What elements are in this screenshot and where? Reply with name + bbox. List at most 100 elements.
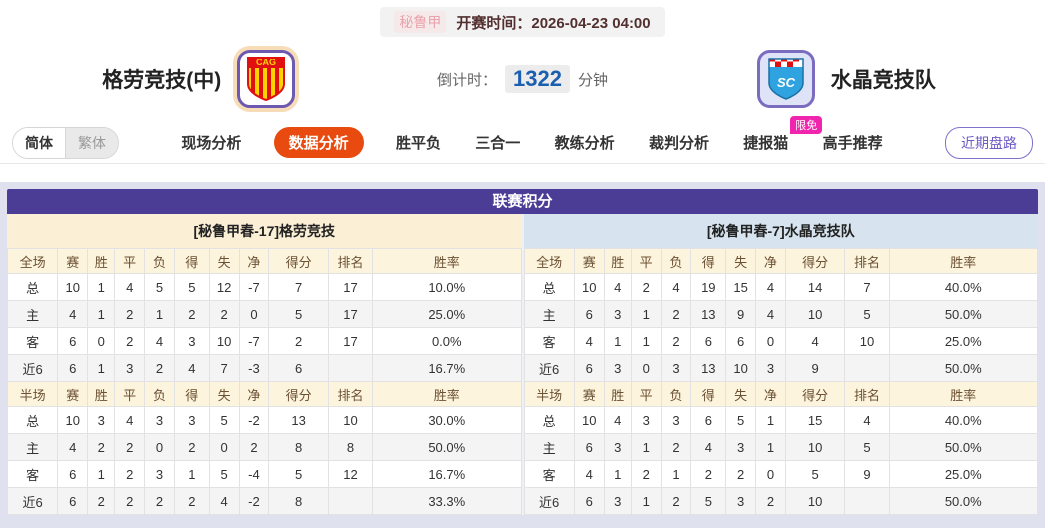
- stat-cell: 14: [784, 273, 846, 301]
- stat-cell: -7: [238, 273, 270, 301]
- stat-cell: 2: [173, 300, 210, 328]
- stat-cell: 6: [57, 460, 89, 488]
- stat-cell: 25.0%: [372, 300, 522, 328]
- stat-cell: 50.0%: [372, 433, 522, 461]
- stat-cell: 13: [690, 300, 727, 328]
- table-row: 近6 6 1 3 2 4 7 -3 6 16.7%: [6, 354, 522, 382]
- stat-cell: 5: [784, 460, 846, 488]
- stat-cell: 0: [755, 327, 786, 355]
- column-header: 全场: [6, 248, 59, 274]
- stat-cell: 4: [784, 327, 846, 355]
- nav-tab[interactable]: 高手推荐: [822, 135, 883, 152]
- stat-cell: 2: [630, 460, 662, 488]
- nav-tab[interactable]: 胜平负: [395, 135, 441, 152]
- stat-cell: 2: [114, 460, 146, 488]
- home-team-side: 格劳竞技(中) CAG: [0, 50, 398, 108]
- stat-cell: 2: [690, 460, 727, 488]
- scope-label: 近6: [6, 487, 59, 515]
- column-header: 得分: [268, 381, 329, 407]
- column-header: 排名: [844, 381, 890, 407]
- stat-cell: 13: [268, 406, 329, 434]
- table-row: 客 4 1 1 2 6 6 0 4 10 25.0%: [523, 327, 1039, 355]
- stat-cell: 2: [630, 273, 662, 301]
- stat-cell: 10: [327, 406, 374, 434]
- stat-cell: 1: [755, 433, 786, 461]
- column-header: 得: [690, 248, 727, 274]
- stat-cell: 0.0%: [372, 327, 522, 355]
- stat-cell: 4: [208, 487, 240, 515]
- stat-cell: 10: [784, 300, 846, 328]
- stat-cell: 3: [603, 433, 632, 461]
- stat-cell: 5: [725, 406, 757, 434]
- column-header: 失: [208, 248, 240, 274]
- scope-label: 近6: [523, 487, 575, 515]
- stat-cell: 17: [327, 273, 374, 301]
- stats-header-row: 半场赛胜平负得失净得分 排名 胜率: [523, 381, 1039, 407]
- stat-cell: 4: [603, 273, 632, 301]
- stat-cell: 50.0%: [888, 433, 1039, 461]
- nav-tab[interactable]: 数据分析: [273, 127, 364, 158]
- column-header: 排名: [844, 248, 890, 274]
- home-stats-table: 全场赛胜平负得失净得分 排名 胜率总 10 1 4 5 5 12 -7 7 17 10.0% 主 4 1 2 1 2…: [6, 248, 522, 515]
- svg-text:SC: SC: [777, 75, 796, 90]
- nav-tab[interactable]: 教练分析: [554, 135, 615, 152]
- home-standings-half: [秘鲁甲春-17]格劳竞技 全场赛胜平负得失净得分 排名 胜率总 10 1 4 5 5 12 -7…: [6, 214, 522, 515]
- column-header: 失: [725, 248, 757, 274]
- stat-cell: 5: [208, 460, 240, 488]
- stat-cell: 10: [573, 273, 605, 301]
- stat-cell: 4: [603, 406, 632, 434]
- away-shield-icon: SC: [768, 58, 804, 100]
- stat-cell: -3: [238, 354, 270, 382]
- stat-cell: 2: [144, 487, 175, 515]
- nav-bar: 简体 繁体 现场分析 数据分析 胜平负 三合一 教练分析 裁判分析 捷报猫 限免 高手推荐 近期…: [0, 116, 1045, 164]
- stat-cell: 2: [660, 327, 692, 355]
- stat-cell: 0: [87, 327, 116, 355]
- scope-label: 近6: [523, 354, 575, 382]
- stat-cell: 4: [690, 433, 727, 461]
- stat-cell: 0: [144, 433, 175, 461]
- scope-label: 总: [6, 273, 59, 301]
- stats-header-row: 全场赛胜平负得失净得分 排名 胜率: [6, 248, 522, 274]
- away-team-name: 水晶竞技队: [830, 69, 936, 92]
- top-bar: 秘鲁甲 开赛时间：2026-04-23 04:00: [0, 0, 1045, 37]
- stat-cell: 3: [603, 300, 632, 328]
- scope-label: 主: [523, 300, 575, 328]
- table-row: 客 6 1 2 3 1 5 -4 5 12 16.7%: [6, 460, 522, 488]
- stat-cell: 4: [755, 273, 786, 301]
- stat-cell: 1: [660, 460, 692, 488]
- stat-cell: 0: [208, 433, 240, 461]
- nav-tab[interactable]: 捷报猫 限免: [741, 116, 823, 158]
- stat-cell: 2: [173, 433, 210, 461]
- stat-cell: 12: [208, 273, 240, 301]
- nav-tab[interactable]: 现场分析: [181, 135, 242, 152]
- scope-label: 近6: [6, 354, 59, 382]
- column-header: 平: [630, 381, 662, 407]
- stat-cell: 2: [114, 433, 146, 461]
- lang-simplified-button[interactable]: 简体: [13, 127, 66, 158]
- stat-cell: 10: [57, 273, 89, 301]
- column-header: 胜: [603, 248, 632, 274]
- stat-cell: 9: [844, 460, 890, 488]
- home-team-logo-icon: CAG: [237, 50, 296, 108]
- stat-cell: 4: [173, 354, 210, 382]
- stat-cell: 6: [57, 487, 89, 515]
- stat-cell: -4: [238, 460, 270, 488]
- nav-tab[interactable]: 三合一: [475, 135, 521, 152]
- nav-tabs: 现场分析 数据分析 胜平负 三合一 教练分析 裁判分析 捷报猫 限免 高手推荐: [149, 116, 915, 158]
- recent-odds-button[interactable]: 近期盘路: [945, 126, 1033, 159]
- column-header: 排名: [327, 381, 374, 407]
- stat-cell: 8: [268, 433, 329, 461]
- home-standings-header: [秘鲁甲春-17]格劳竞技: [7, 214, 522, 248]
- nav-tab[interactable]: 裁判分析: [648, 135, 709, 152]
- stat-cell: 1: [87, 273, 116, 301]
- lang-traditional-button[interactable]: 繁体: [66, 127, 118, 158]
- away-team-logo-icon: SC: [756, 50, 815, 108]
- stat-cell: 4: [755, 300, 786, 328]
- column-header: 失: [725, 381, 757, 407]
- stat-cell: 2: [660, 487, 692, 515]
- scope-label: 客: [6, 327, 59, 355]
- countdown: 倒计时： 1322 分钟: [398, 65, 648, 93]
- stat-cell: 2: [87, 433, 116, 461]
- column-header: 净: [238, 248, 270, 274]
- home-team-name: 格劳竞技(中): [102, 69, 222, 92]
